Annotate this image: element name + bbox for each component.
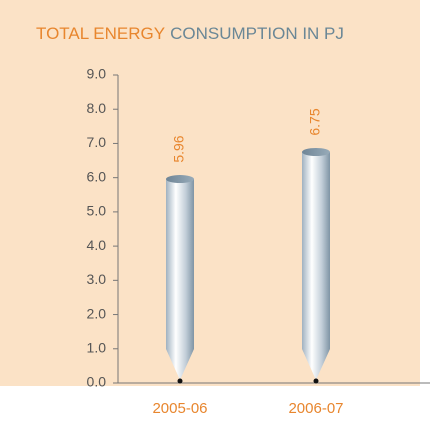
bar bbox=[302, 152, 330, 380]
x-tick-label: 2006-07 bbox=[288, 400, 343, 417]
x-tick-label: 2005-06 bbox=[152, 400, 207, 417]
y-tick-label: 9.0 bbox=[87, 66, 107, 82]
chart-title: TOTAL ENERGY CONSUMPTION IN PJ bbox=[36, 24, 344, 43]
pencil-tip bbox=[177, 378, 183, 384]
value-label: 6.75 bbox=[307, 108, 323, 135]
y-tick-label: 6.0 bbox=[87, 168, 107, 184]
panel bbox=[0, 0, 420, 386]
y-tick-label: 1.0 bbox=[87, 339, 107, 355]
bar-cap bbox=[166, 175, 194, 184]
y-tick-label: 0.0 bbox=[87, 374, 107, 390]
y-tick-label: 4.0 bbox=[87, 237, 107, 253]
y-tick-label: 2.0 bbox=[87, 305, 107, 321]
pencil-tip bbox=[313, 378, 319, 384]
bar-cap bbox=[302, 148, 330, 156]
y-tick-label: 7.0 bbox=[87, 134, 107, 150]
y-tick-label: 5.0 bbox=[87, 203, 107, 219]
y-tick-label: 8.0 bbox=[87, 100, 107, 116]
bar bbox=[166, 179, 194, 380]
title-part: TOTAL ENERGY bbox=[36, 24, 165, 43]
title-part: CONSUMPTION IN PJ bbox=[170, 24, 344, 43]
value-label: 5.96 bbox=[171, 135, 187, 162]
y-tick-label: 3.0 bbox=[87, 271, 107, 287]
